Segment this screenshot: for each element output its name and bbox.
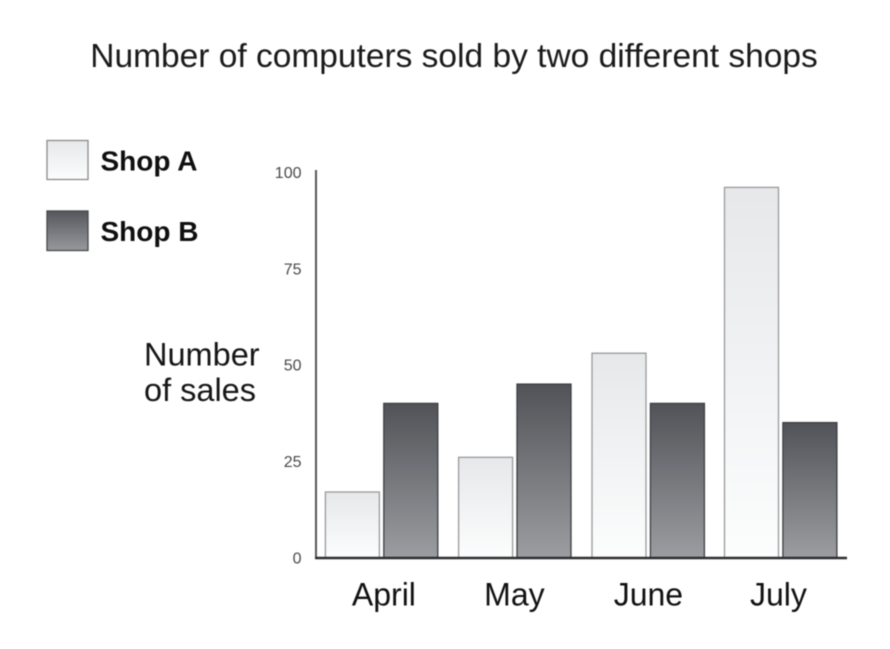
svg-text:April: April	[352, 577, 416, 613]
svg-text:0: 0	[293, 551, 302, 568]
svg-text:July: July	[750, 577, 807, 613]
svg-text:75: 75	[284, 261, 302, 278]
svg-text:50: 50	[284, 357, 302, 374]
svg-text:May: May	[484, 577, 544, 613]
svg-text:June: June	[614, 577, 683, 613]
svg-text:25: 25	[284, 454, 302, 471]
svg-text:Shop B: Shop B	[101, 216, 199, 247]
svg-text:Number: Number	[144, 337, 260, 373]
svg-text:Number of computers sold by tw: Number of computers sold by two differen…	[90, 38, 817, 75]
svg-text:Shop A: Shop A	[101, 146, 198, 177]
svg-text:of sales: of sales	[144, 372, 256, 408]
svg-text:100: 100	[275, 165, 302, 182]
